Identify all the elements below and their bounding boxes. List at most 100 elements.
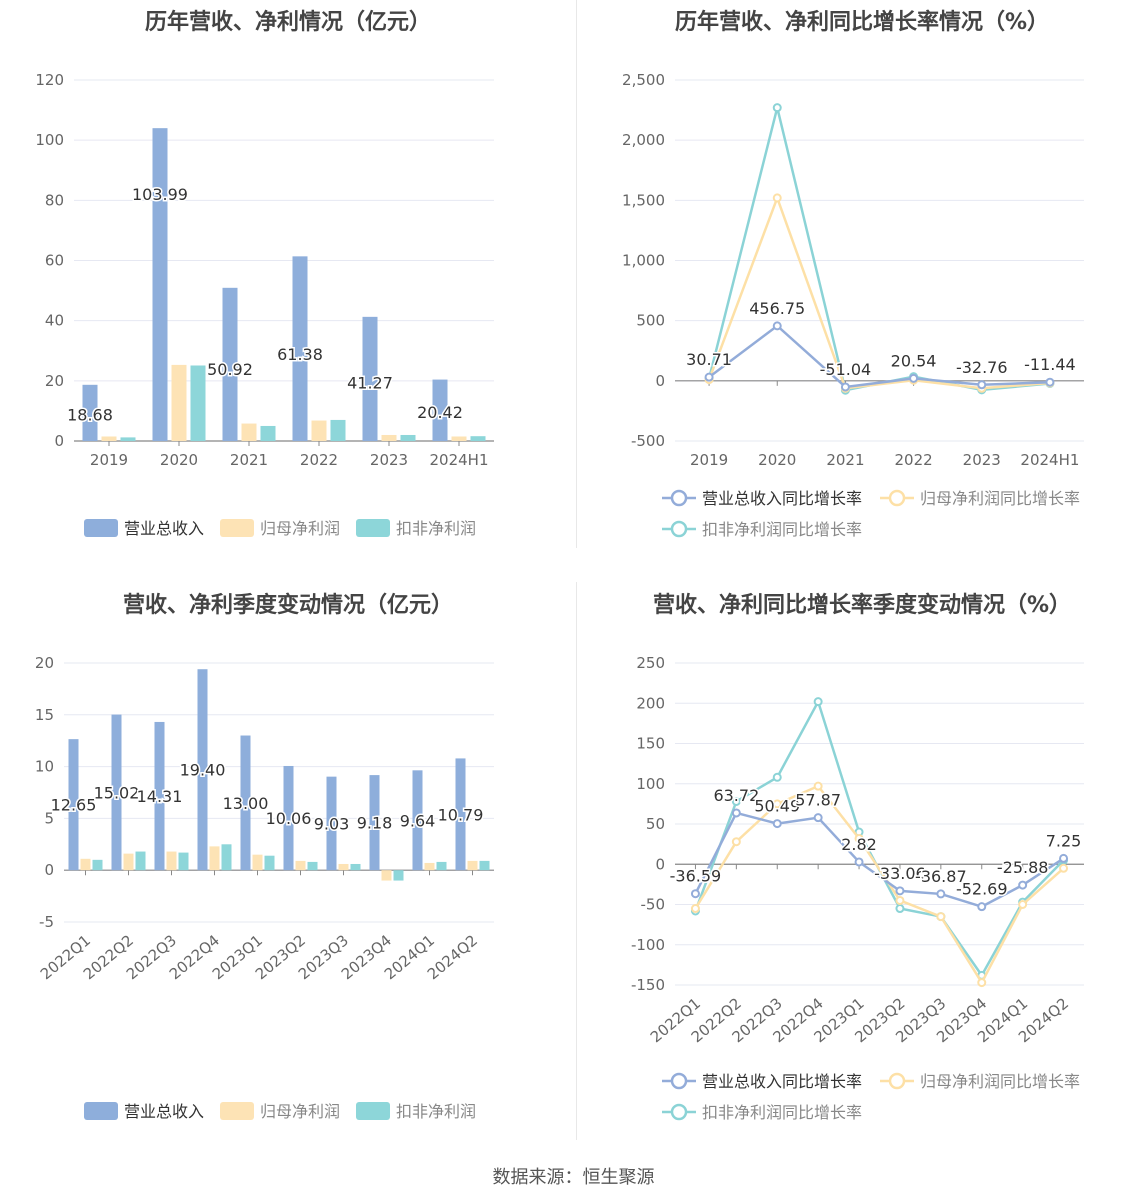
- y-tick-label: 100: [35, 131, 64, 149]
- bar-revenue: [152, 128, 168, 441]
- data-label: 10.06: [266, 809, 312, 828]
- data-point: [977, 902, 987, 912]
- legend-label: 营业总收入: [124, 1102, 204, 1121]
- data-label: 10.79: [438, 805, 484, 824]
- data-point: [936, 889, 946, 899]
- legend-label: 扣非净利润同比增长率: [702, 1103, 862, 1122]
- x-tick-label: 2024H1: [1020, 451, 1079, 469]
- bar-deducted-profit: [135, 851, 146, 871]
- data-label: 30.71: [686, 350, 732, 369]
- data-point: [731, 796, 741, 806]
- panel-title: 历年营收、净利同比增长率情况（%）: [674, 10, 1050, 35]
- quarterly-amounts-chart: -5051015202022Q12022Q22022Q32022Q42023Q1…: [35, 654, 494, 1121]
- data-point: [1018, 880, 1028, 890]
- y-tick-label: 60: [45, 252, 64, 270]
- y-tick-label: 500: [636, 312, 665, 330]
- bar-deducted-profit: [307, 861, 318, 871]
- bar-parent-profit: [123, 853, 134, 871]
- bar-parent-profit: [467, 860, 478, 871]
- legend-label: 营业总收入同比增长率: [702, 489, 862, 508]
- bar-deducted-profit: [470, 436, 486, 441]
- annual-growth-panel: 历年营收、净利同比增长率情况（%） -500 0 500 1,000 1,500 2,00…: [577, 0, 1147, 560]
- y-tick-label: 5: [44, 809, 54, 827]
- annual-amounts-chart: 0 20 40 60 80 100 120 2019 2020 2021 2022 2023 2024H…: [35, 71, 494, 538]
- legend-label: 扣非净利润同比增长率: [702, 520, 862, 539]
- data-label: 20.42: [417, 403, 463, 422]
- data-label: -33.06: [874, 864, 926, 883]
- data-label: 57.87: [795, 791, 841, 810]
- legend-swatch: [220, 519, 254, 537]
- bar-deducted-profit: [393, 870, 404, 881]
- bar-deducted-profit: [264, 855, 275, 871]
- legend-label: 营业总收入: [124, 519, 204, 538]
- data-label: 9.64: [400, 811, 436, 830]
- bar-deducted-profit: [400, 434, 416, 441]
- data-label: 9.18: [357, 814, 393, 833]
- bar-deducted-profit: [479, 860, 490, 871]
- series-line-1: [707, 194, 1051, 390]
- data-label: -36.87: [915, 867, 967, 886]
- data-label: 50.92: [207, 360, 253, 379]
- data-label: 456.75: [749, 299, 805, 318]
- x-tick-label: 2023: [963, 451, 1001, 469]
- data-point: [1059, 853, 1069, 863]
- data-label: 7.25: [1046, 831, 1082, 850]
- data-point: [1045, 377, 1055, 387]
- bar-revenue: [283, 765, 294, 871]
- quarterly-amounts-panel: 营收、净利季度变动情况（亿元） -5 0 5 10 15 20 2022Q1 2022Q2 20…: [0, 583, 576, 1143]
- data-point: [895, 895, 905, 905]
- bar-parent-profit: [295, 860, 306, 871]
- data-label: 13.00: [223, 794, 269, 813]
- y-tick-label: -100: [631, 936, 665, 954]
- data-label: -51.04: [820, 360, 872, 379]
- bar-deducted-profit: [120, 437, 136, 441]
- x-tick-label: 2019: [690, 451, 728, 469]
- bar-revenue: [111, 714, 122, 871]
- data-label: 2.82: [841, 835, 877, 854]
- bar-deducted-profit: [436, 861, 447, 871]
- data-label: -32.76: [956, 358, 1008, 377]
- data-label: 9.03: [314, 814, 350, 833]
- x-tick-label: 2024H1: [430, 451, 489, 469]
- data-point: [854, 857, 864, 867]
- y-tick-label: 2,000: [622, 131, 665, 149]
- panel-title: 营收、净利季度变动情况（亿元）: [122, 593, 453, 618]
- y-tick-label: 250: [636, 654, 665, 672]
- legend-swatch: [356, 1102, 390, 1120]
- data-point: [772, 799, 782, 809]
- bar-parent-profit: [252, 854, 263, 871]
- series-line-2: [707, 107, 1051, 392]
- data-point: [909, 373, 919, 383]
- quarterly-growth-chart: -150-100-500501001502002502022Q12022Q220…: [631, 654, 1084, 1122]
- bar-revenue: [154, 721, 165, 871]
- data-point: [977, 978, 987, 988]
- legend-swatch: [888, 1072, 906, 1090]
- legend-swatch: [84, 1102, 118, 1120]
- bar-parent-profit: [80, 858, 91, 871]
- series-line-0: [694, 811, 1065, 909]
- x-tick-label: 2019: [90, 451, 128, 469]
- x-tick-label: 2023: [370, 451, 408, 469]
- data-point: [704, 372, 714, 382]
- bar-deducted-profit: [350, 863, 361, 871]
- x-tick-label: 2020: [758, 451, 796, 469]
- y-tick-label: 120: [35, 71, 64, 89]
- legend-label: 归母净利润同比增长率: [920, 489, 1080, 508]
- bar-revenue: [197, 669, 208, 871]
- divider-bottom: [576, 582, 577, 1140]
- data-point: [840, 382, 850, 392]
- data-label: 15.02: [94, 783, 140, 802]
- y-tick-label: 1,500: [622, 191, 665, 209]
- legend-swatch: [84, 519, 118, 537]
- legend-swatch: [220, 1102, 254, 1120]
- legend-swatch: [888, 489, 906, 507]
- bar-deducted-profit: [92, 859, 103, 871]
- y-tick-label: -50: [641, 896, 666, 914]
- y-tick-label: 40: [45, 312, 64, 330]
- legend-label: 扣非净利润: [396, 1102, 476, 1121]
- bar-revenue: [369, 775, 380, 871]
- data-point: [813, 697, 823, 707]
- series-line-1: [694, 784, 1065, 986]
- divider-top: [576, 0, 577, 548]
- data-label: -11.44: [1024, 355, 1076, 374]
